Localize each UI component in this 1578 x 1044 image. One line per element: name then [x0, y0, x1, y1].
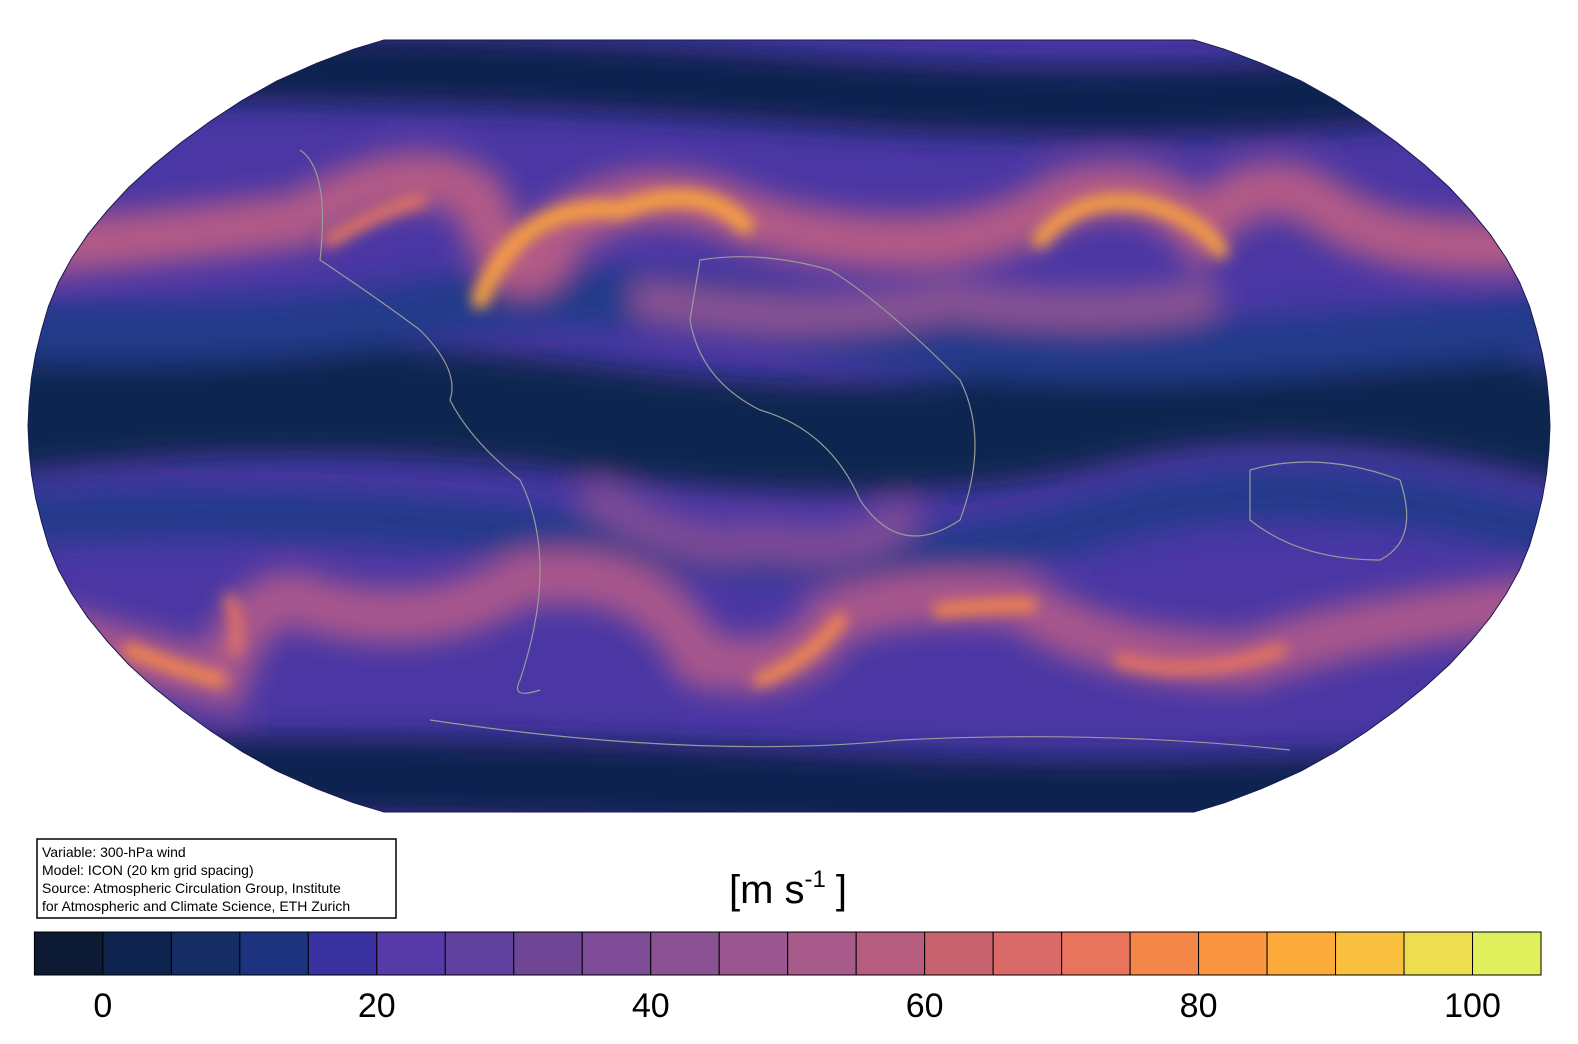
unit-base: [m s — [729, 868, 805, 912]
info-line: Variable: 300-hPa wind — [42, 844, 186, 860]
info-box — [36, 838, 397, 919]
colorbar-tick-label: 60 — [906, 987, 944, 1025]
colorbar-bin — [1129, 931, 1200, 976]
colorbar-tick-label: 80 — [1180, 987, 1218, 1025]
unit-close: ] — [836, 868, 847, 912]
coastlines — [299, 149, 1408, 751]
colorbar-bin — [1335, 931, 1405, 976]
colorbar-bin — [718, 931, 789, 976]
colorbar-bin — [1403, 931, 1474, 976]
colorbar-bin — [170, 931, 241, 976]
info-line: Source: Atmospheric Circulation Group, I… — [42, 880, 341, 896]
colorbar-bin — [1266, 931, 1337, 976]
colorbar-bin — [444, 931, 515, 976]
colorbar-bin — [102, 931, 172, 976]
colorbar-bin — [239, 931, 309, 976]
colorbar-tick-label: 20 — [358, 987, 396, 1025]
colorbar-bin — [581, 931, 652, 976]
colorbar-tick-label: 0 — [93, 987, 112, 1025]
map-outline — [27, 39, 1551, 813]
colorbar-bin — [1198, 931, 1268, 976]
colorbar-bin — [787, 931, 857, 976]
info-line: for Atmospheric and Climate Science, ETH… — [42, 898, 350, 914]
info-line: Model: ICON (20 km grid spacing) — [42, 862, 254, 878]
colorbar-bin — [33, 931, 104, 976]
unit-label: [m s-1] — [729, 866, 847, 912]
colorbar-tick-label: 100 — [1444, 987, 1501, 1025]
wind-map — [28, 40, 1550, 812]
colorbar-bin — [307, 931, 378, 976]
colorbar-bin — [992, 931, 1063, 976]
colorbar-bin — [513, 931, 583, 976]
colorbar-bin — [855, 931, 926, 976]
colorbar-tick-label: 40 — [632, 987, 670, 1025]
colorbar-bin — [1472, 931, 1542, 976]
colorbar-bin — [376, 931, 446, 976]
colorbar-bin — [924, 931, 994, 976]
colorbar-bin — [1061, 931, 1131, 976]
colorbar-bin — [650, 931, 720, 976]
unit-sup: -1 — [805, 866, 826, 893]
